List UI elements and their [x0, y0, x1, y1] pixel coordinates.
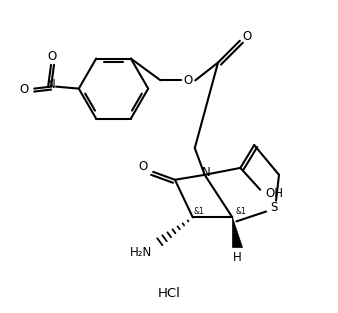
Text: &1: &1 — [235, 207, 246, 216]
Text: O: O — [47, 50, 57, 64]
Text: S: S — [270, 201, 278, 214]
Text: H₂N: H₂N — [130, 246, 152, 259]
Text: O: O — [20, 83, 29, 96]
Text: &1: &1 — [194, 207, 204, 216]
Text: O: O — [184, 74, 193, 87]
Text: N: N — [47, 78, 55, 91]
Text: OH: OH — [265, 187, 283, 200]
Text: O: O — [242, 30, 251, 43]
Text: N: N — [202, 166, 211, 179]
Text: O: O — [139, 160, 148, 173]
Text: HCl: HCl — [158, 287, 180, 300]
Text: H: H — [233, 251, 242, 264]
Polygon shape — [233, 218, 242, 247]
